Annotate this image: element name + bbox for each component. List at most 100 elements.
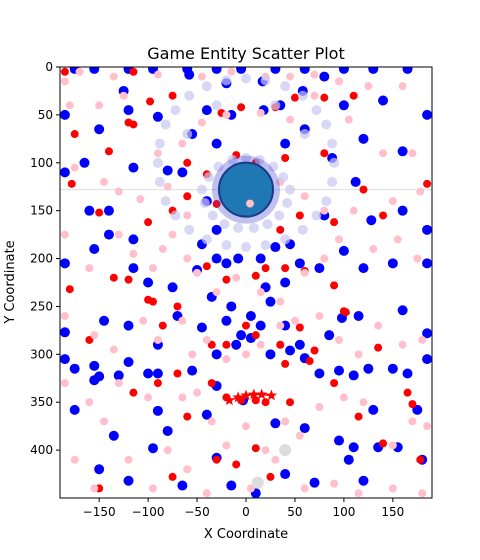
data-point-blue bbox=[89, 67, 100, 74]
data-point-pink bbox=[114, 230, 123, 239]
data-point-pink bbox=[408, 149, 417, 158]
data-point-lightblue bbox=[221, 75, 232, 86]
data-point-blue bbox=[255, 253, 266, 264]
data-point-pink bbox=[310, 70, 319, 79]
data-point-pink bbox=[193, 268, 202, 277]
data-point-pink bbox=[178, 316, 187, 325]
data-point-lightblue bbox=[201, 234, 212, 245]
data-point-blue bbox=[324, 330, 335, 341]
data-point-blue bbox=[123, 475, 134, 486]
data-point-pink bbox=[70, 163, 79, 172]
data-point-blue bbox=[211, 224, 222, 235]
x-tick-label: −150 bbox=[83, 505, 116, 519]
data-point-red bbox=[403, 388, 412, 397]
data-point-pink bbox=[256, 288, 265, 297]
data-point-lightblue bbox=[282, 198, 293, 209]
data-point-blue bbox=[123, 356, 134, 367]
data-point-blue bbox=[397, 205, 408, 216]
data-point-pink bbox=[197, 118, 206, 127]
data-point-red bbox=[251, 331, 260, 340]
y-axis: 0 50 100 150 200 250 300 350 400 bbox=[30, 60, 60, 457]
data-point-blue bbox=[177, 480, 188, 491]
data-point-blue bbox=[338, 67, 349, 74]
data-point-blue bbox=[334, 365, 344, 376]
data-point-lightblue bbox=[203, 172, 214, 183]
x-axis: −150 −100 −50 0 50 100 150 bbox=[83, 498, 404, 519]
player-marker bbox=[218, 161, 274, 218]
data-point-red bbox=[149, 297, 157, 306]
data-point-pink bbox=[60, 77, 69, 86]
data-point-pink bbox=[256, 108, 265, 117]
data-point-lightblue bbox=[213, 161, 224, 172]
data-point-blue bbox=[152, 111, 163, 122]
data-point-red bbox=[341, 308, 350, 317]
data-point-blue bbox=[350, 176, 361, 187]
data-point-pink bbox=[344, 115, 353, 124]
data-point-red bbox=[281, 264, 290, 273]
data-point-pink bbox=[339, 393, 348, 402]
data-point-red bbox=[207, 379, 216, 388]
data-point-lightblue bbox=[233, 222, 244, 233]
data-point-red bbox=[222, 340, 231, 349]
data-point-lightblue bbox=[170, 105, 181, 116]
data-point-lightblue bbox=[329, 157, 340, 168]
data-point-red bbox=[423, 179, 432, 188]
data-point-lightblue bbox=[254, 154, 265, 165]
data-point-blue bbox=[338, 245, 349, 256]
data-point-pink bbox=[369, 244, 378, 253]
data-point-lightblue bbox=[184, 90, 195, 101]
data-point-pink bbox=[286, 72, 295, 81]
data-point-pink bbox=[359, 398, 368, 407]
data-point-grey bbox=[279, 444, 292, 457]
path-star bbox=[223, 394, 236, 406]
data-point-blue bbox=[309, 477, 320, 488]
data-point-red bbox=[276, 340, 285, 349]
data-point-pink bbox=[398, 340, 407, 349]
data-point-blue bbox=[143, 277, 154, 288]
data-point-pink bbox=[90, 331, 99, 340]
data-point-blue bbox=[162, 425, 173, 436]
data-point-pink bbox=[65, 101, 74, 110]
data-point-blue bbox=[422, 224, 432, 235]
data-point-pink bbox=[95, 101, 104, 110]
data-point-blue bbox=[89, 360, 100, 371]
data-point-blue bbox=[162, 165, 173, 176]
data-point-pink bbox=[393, 235, 402, 244]
data-point-red bbox=[232, 460, 241, 469]
data-point-blue bbox=[60, 327, 70, 338]
data-point-pink bbox=[60, 312, 69, 321]
data-point-pink bbox=[242, 422, 250, 431]
data-point-blue bbox=[422, 328, 432, 339]
data-point-blue bbox=[334, 435, 344, 446]
data-point-pink bbox=[183, 465, 192, 474]
data-point-blue bbox=[84, 205, 95, 216]
data-point-lightblue bbox=[327, 176, 338, 187]
data-point-blue bbox=[294, 339, 305, 350]
y-axis-label: Y Coordinate bbox=[3, 240, 18, 324]
data-point-pink bbox=[183, 254, 192, 263]
data-point-blue bbox=[123, 105, 134, 116]
data-point-blue bbox=[270, 418, 281, 429]
data-point-pink bbox=[136, 195, 145, 204]
data-point-pink bbox=[85, 264, 94, 273]
data-point-blue bbox=[221, 315, 232, 326]
data-point-blue bbox=[368, 67, 379, 74]
data-point-lightblue bbox=[221, 240, 232, 251]
data-point-red bbox=[281, 153, 290, 162]
data-point-red bbox=[276, 225, 285, 234]
data-point-blue bbox=[79, 157, 90, 168]
data-point-pink bbox=[320, 206, 329, 215]
data-point-red bbox=[202, 262, 211, 271]
data-point-red bbox=[286, 398, 295, 407]
data-point-red bbox=[290, 93, 299, 102]
data-point-blue bbox=[299, 67, 310, 74]
data-point-lightblue bbox=[262, 219, 273, 230]
data-point-red bbox=[129, 67, 138, 76]
data-point-pink bbox=[423, 422, 432, 431]
data-point-pink bbox=[408, 417, 417, 426]
data-point-blue bbox=[187, 365, 198, 376]
data-point-red bbox=[222, 275, 231, 284]
data-point-lightblue bbox=[270, 100, 281, 111]
data-point-pink bbox=[85, 398, 94, 407]
